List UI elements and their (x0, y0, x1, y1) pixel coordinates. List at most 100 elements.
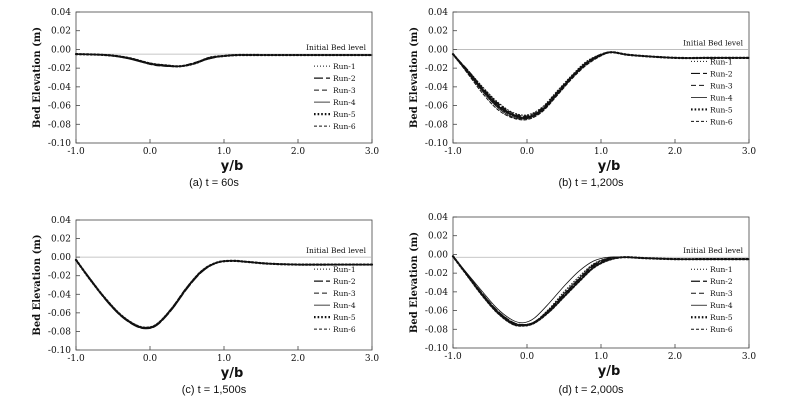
y-axis-label: Bed Elevation (m) (409, 27, 420, 128)
initial-bed-level-label: Initial Bed level (306, 43, 367, 52)
legend-label: Run-1 (333, 265, 356, 274)
y-axis-label: Bed Elevation (m) (409, 232, 420, 333)
legend-label: Run-3 (710, 81, 733, 90)
plot-area (75, 11, 373, 144)
x-tick-label: -1.0 (444, 147, 462, 157)
panel-caption: (a) t = 60s (189, 177, 239, 189)
series-line-run-1 (75, 259, 373, 329)
y-tick-label: -0.10 (48, 346, 71, 356)
y-tick-label: -0.10 (425, 344, 448, 354)
series-line-run-6 (452, 51, 750, 121)
series-line-run-1 (452, 255, 750, 326)
y-tick-label: 0.04 (428, 213, 448, 223)
y-tick-label: 0.02 (428, 232, 448, 242)
x-tick-label: 2.0 (291, 354, 306, 364)
panel-caption: (d) t = 2,000s (558, 384, 624, 396)
series-line-run-3 (75, 259, 373, 329)
y-tick-label: -0.08 (48, 120, 71, 130)
x-tick-label: 3.0 (742, 147, 757, 157)
x-tick-label: 0.0 (520, 352, 535, 362)
x-axis-label: y/b (598, 159, 621, 174)
y-tick-label: 0.04 (428, 8, 448, 18)
legend-label: Run-3 (333, 86, 356, 95)
y-axis-label: Bed Elevation (m) (32, 27, 43, 128)
x-tick-label: 2.0 (668, 352, 683, 362)
x-tick-label: 2.0 (291, 147, 306, 157)
series-line-run-4 (75, 259, 373, 330)
legend-label: Run-3 (333, 289, 356, 298)
x-axis-label: y/b (221, 366, 244, 381)
x-tick-label: 0.0 (520, 147, 535, 157)
panel-caption: (c) t = 1,500s (182, 384, 247, 396)
y-tick-label: -0.02 (48, 272, 71, 282)
series-line-run-6 (75, 259, 373, 329)
x-tick-label: 3.0 (365, 354, 380, 364)
x-tick-label: 0.0 (143, 147, 158, 157)
x-tick-label: -1.0 (444, 352, 462, 362)
y-tick-label: 0.02 (428, 27, 448, 37)
y-tick-label: -0.02 (48, 64, 71, 74)
y-tick-label: 0.02 (51, 235, 71, 245)
chart-panel-3: Initial Bed level -1.0 0.0 1.0 2.0 3.0 0.04 0.0… (32, 216, 379, 396)
x-axis-label: y/b (221, 159, 244, 174)
legend-label: Run-2 (333, 277, 356, 286)
series-line-run-5 (451, 51, 751, 120)
x-axis-label: y/b (598, 364, 621, 379)
legend-label: Run-5 (333, 110, 356, 119)
y-tick-label: 0.02 (51, 27, 71, 37)
x-tick-label: 3.0 (742, 352, 757, 362)
x-tick-label: 0.0 (143, 354, 158, 364)
chart-panel-2: Initial Bed level -1.0 0.0 1.0 2.0 3.0 0.04 0.0… (409, 8, 756, 189)
chart-panel-1: Initial Bed level -1.0 0.0 1.0 2.0 3.0 0.04 0.0… (32, 8, 379, 189)
y-tick-label: 0.00 (428, 45, 448, 55)
series-line-run-2 (75, 259, 373, 330)
y-tick-label: -0.08 (48, 327, 71, 337)
y-tick-label: -0.04 (425, 288, 448, 298)
series-line-run-5 (74, 258, 374, 329)
series-line-run-5 (451, 255, 751, 327)
x-tick-label: 1.0 (594, 147, 609, 157)
legend-label: Run-1 (333, 62, 356, 71)
series-line-run-6 (75, 53, 373, 67)
x-tick-label: 2.0 (668, 147, 683, 157)
legend-label: Run-4 (333, 98, 356, 107)
y-tick-label: -0.10 (425, 139, 448, 149)
legend-label: Run-1 (710, 57, 733, 66)
series-line-run-2 (452, 255, 750, 327)
y-tick-label: -0.04 (48, 83, 71, 93)
y-tick-label: -0.06 (48, 102, 71, 112)
plot-area (75, 219, 373, 351)
y-tick-label: 0.00 (51, 253, 71, 263)
x-tick-label: 1.0 (217, 354, 232, 364)
legend-label: Run-6 (710, 117, 733, 126)
legend-label: Run-2 (710, 277, 733, 286)
y-tick-label: -0.02 (425, 64, 448, 74)
y-tick-label: -0.08 (425, 120, 448, 130)
panel-caption: (b) t = 1,200s (558, 177, 624, 189)
legend-label: Run-1 (710, 265, 733, 274)
y-tick-label: 0.04 (51, 8, 71, 18)
legend-label: Run-2 (710, 69, 733, 78)
y-tick-label: -0.06 (48, 309, 71, 319)
y-tick-label: -0.10 (48, 139, 71, 149)
y-tick-label: 0.04 (51, 216, 71, 226)
series-line-run-3 (452, 255, 750, 326)
legend-label: Run-4 (710, 301, 733, 310)
y-axis-label: Bed Elevation (m) (32, 234, 43, 335)
legend-label: Run-5 (333, 313, 356, 322)
initial-bed-level-label: Initial Bed level (683, 38, 744, 47)
legend-label: Run-6 (710, 325, 733, 334)
initial-bed-level-label: Initial Bed level (683, 246, 744, 255)
y-tick-label: -0.02 (425, 269, 448, 279)
x-tick-label: 3.0 (365, 147, 380, 157)
plot-area (452, 216, 750, 349)
x-tick-label: -1.0 (67, 147, 85, 157)
y-tick-label: -0.06 (425, 102, 448, 112)
legend-label: Run-4 (710, 93, 733, 102)
y-tick-label: 0.00 (428, 250, 448, 260)
y-tick-label: -0.04 (425, 83, 448, 93)
plot-area (452, 11, 750, 144)
y-tick-label: -0.08 (425, 325, 448, 335)
x-tick-label: 1.0 (217, 147, 232, 157)
